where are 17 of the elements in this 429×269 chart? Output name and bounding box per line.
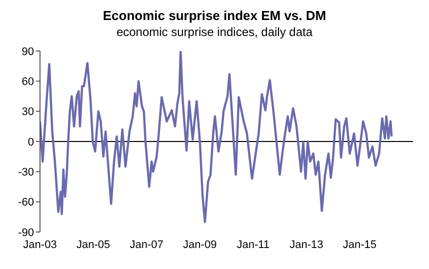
- y-tick-label: 90: [22, 46, 34, 58]
- line-series: [40, 51, 393, 224]
- x-tick-label: Jan-03: [23, 238, 57, 251]
- chart-title: Economic surprise index EM vs. DM: [102, 8, 328, 23]
- x-tick-label: Jan-07: [130, 238, 164, 251]
- y-tick-label: 30: [22, 106, 34, 118]
- y-tick-label: -90: [18, 226, 34, 239]
- y-tick-label: 0: [28, 136, 34, 148]
- chart-subtitle: economic surprise indices, daily data: [115, 25, 314, 39]
- y-tick-label: 60: [22, 76, 34, 88]
- y-tick-label: -60: [18, 196, 34, 209]
- x-tick-label: Jan-13: [290, 238, 324, 251]
- x-tick-label: Jan-11: [236, 238, 270, 251]
- x-tick-label: Jan-15: [342, 238, 377, 251]
- x-tick-label: Jan-05: [76, 238, 110, 251]
- x-tick-label: Jan-09: [183, 238, 217, 251]
- y-tick-label: -30: [18, 166, 34, 179]
